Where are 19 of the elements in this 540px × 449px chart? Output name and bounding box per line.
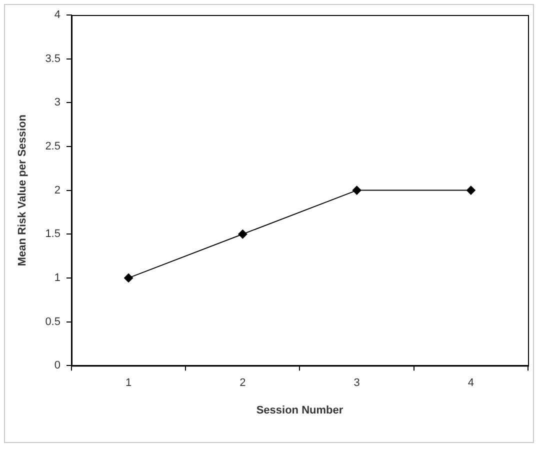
y-tick-label: 4 [54, 9, 60, 22]
y-tick-label: 3.5 [45, 52, 60, 65]
y-tick-label: 3 [54, 96, 60, 109]
y-tick-label: 0.5 [45, 316, 60, 328]
x-tick-label: 4 [468, 377, 474, 390]
y-tick-label: 2.5 [45, 140, 60, 153]
x-tick-label: 3 [354, 377, 360, 390]
y-axis-title: Mean Risk Value per Session [16, 114, 29, 266]
x-tick-label: 2 [240, 377, 246, 390]
y-tick-label: 0 [54, 360, 60, 372]
point [466, 186, 476, 195]
x-axis-title: Session Number [256, 404, 344, 416]
y-tick-label: 2 [54, 184, 60, 196]
point [352, 186, 362, 195]
y-tick-label: 1 [54, 272, 60, 284]
y-tick-label: 1.5 [45, 228, 60, 240]
point [124, 273, 134, 282]
point [238, 230, 248, 239]
x-tick-label: 1 [125, 377, 132, 390]
